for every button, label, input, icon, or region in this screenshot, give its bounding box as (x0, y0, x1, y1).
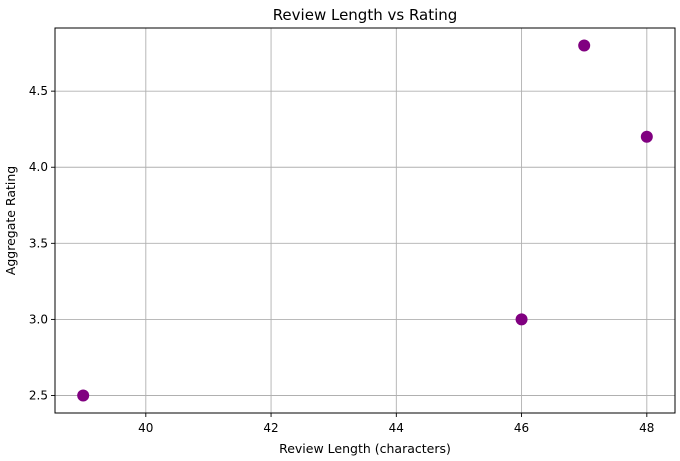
y-axis-ticks: 2.5 3.0 3.5 4.0 4.5 (29, 84, 55, 403)
chart-title: Review Length vs Rating (273, 6, 458, 24)
x-tick-label: 48 (639, 421, 654, 435)
x-axis-ticks: 40 42 44 46 48 (138, 413, 654, 435)
x-tick-label: 44 (389, 421, 404, 435)
y-tick-label: 4.0 (29, 160, 48, 174)
data-point (578, 39, 591, 52)
plot-frame (54, 27, 676, 414)
y-tick-label: 4.5 (29, 84, 48, 98)
y-tick-label: 3.5 (29, 236, 48, 250)
y-tick-label: 3.0 (29, 312, 48, 326)
x-axis-label: Review Length (characters) (279, 441, 451, 456)
data-points (77, 39, 653, 402)
y-tick-label: 2.5 (29, 389, 48, 403)
x-tick-label: 42 (263, 421, 278, 435)
data-point (77, 389, 90, 402)
data-point (515, 313, 528, 326)
y-axis-label: Aggregate Rating (3, 166, 18, 275)
grid (55, 28, 675, 413)
x-tick-label: 40 (138, 421, 153, 435)
x-tick-label: 46 (514, 421, 529, 435)
data-point (640, 130, 653, 143)
